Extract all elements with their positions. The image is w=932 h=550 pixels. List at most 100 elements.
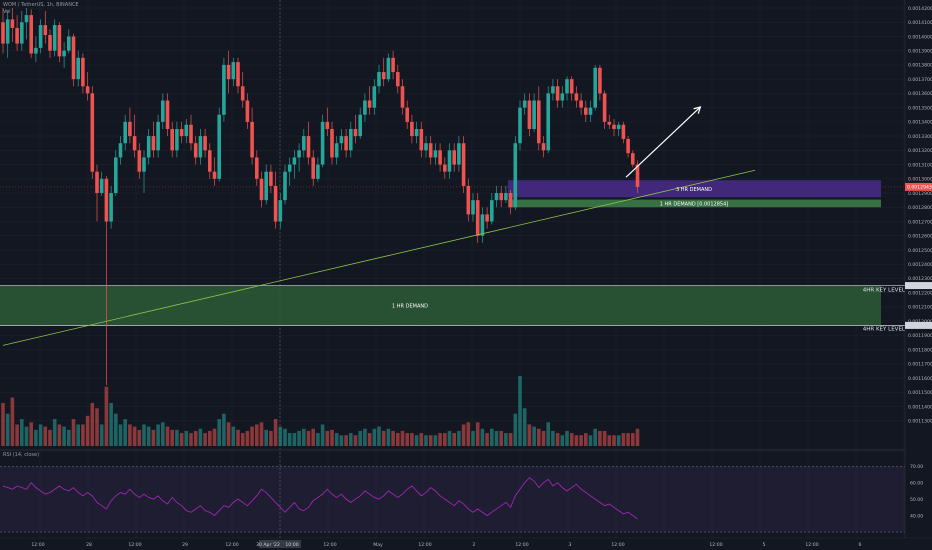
volume-bar (424, 435, 428, 446)
candle-body (579, 100, 583, 108)
candle-body (38, 25, 43, 48)
candle-body (537, 100, 541, 144)
volume-bar (626, 433, 630, 446)
key-level-badge (905, 282, 932, 290)
volume-bar (391, 430, 395, 446)
volume-bar (386, 428, 391, 446)
candle-body (546, 93, 550, 151)
volume-bar (410, 433, 414, 446)
arrow-head (693, 106, 702, 114)
time-tick: 12:00 (323, 542, 336, 548)
candle-body (631, 153, 635, 165)
candle-body (447, 150, 452, 172)
volume-bar (494, 430, 499, 446)
volume-bar (34, 429, 38, 446)
zone-1hr-demand-small (508, 199, 881, 208)
candle-body (52, 25, 57, 51)
candle-body (255, 157, 259, 179)
volume-bar (560, 435, 565, 446)
candle-body (508, 193, 513, 208)
candle-body (513, 143, 518, 208)
candle-body (128, 121, 132, 137)
candle-body (480, 214, 485, 236)
rsi-pane: RSI (14, close) (0, 449, 932, 533)
crosshair-date-badge (259, 540, 301, 548)
volume-bar (349, 433, 353, 446)
volume-bar (358, 430, 362, 446)
candle-body (189, 124, 193, 144)
arrow-shaft (625, 106, 701, 178)
volume-bar (466, 422, 471, 446)
candle-body (522, 100, 527, 108)
volume-bar (283, 428, 287, 446)
volume-bar (259, 422, 264, 446)
time-tick: May (373, 542, 383, 548)
candle-body (250, 121, 254, 158)
time-tick: 12:00 (31, 542, 44, 548)
price-tick: 0.0014100 (908, 20, 932, 26)
candle-body (137, 150, 142, 172)
candle-body (410, 121, 414, 137)
volume-bar (344, 435, 348, 446)
volume-bar (264, 429, 268, 446)
volume-bar (109, 402, 113, 446)
volume-bar (452, 433, 456, 446)
volume-bar (428, 435, 433, 446)
candle-body (367, 100, 372, 108)
price-tick: 0.0014000 (908, 34, 932, 40)
candle-body (20, 22, 24, 44)
candle-body (109, 193, 113, 222)
volume-bar (48, 429, 52, 446)
candle-body (466, 185, 471, 215)
candle-body (118, 143, 123, 158)
candle-body (433, 150, 438, 158)
volume-bar (273, 419, 278, 446)
price-tick: 0.0013900 (908, 49, 932, 55)
volume-bar (485, 433, 489, 446)
price-tick: 0.0011700 (908, 362, 932, 368)
volume-bar (396, 433, 400, 446)
time-tick: 28 (86, 542, 92, 548)
candle-body (240, 86, 245, 101)
candle-body (161, 100, 165, 122)
volume-bar (504, 433, 508, 446)
volume-bar (522, 408, 527, 446)
volume-bar (367, 433, 372, 446)
volume-bar (537, 428, 541, 446)
candle-body (273, 185, 278, 222)
volume-bar (565, 430, 569, 446)
candle-body (5, 19, 10, 44)
price-tick: 0.0013600 (908, 91, 932, 97)
volume-bar (471, 430, 475, 446)
candle-body (381, 72, 386, 80)
candle-body (123, 121, 127, 144)
candle-body (99, 178, 104, 194)
candle-body (297, 150, 301, 158)
volume-bar (198, 428, 203, 446)
candle-body (504, 193, 508, 201)
volume-bar (353, 435, 358, 446)
volume-bar (151, 429, 156, 446)
candle-body (15, 27, 19, 44)
volume-bar (165, 426, 170, 446)
candle-body (400, 86, 405, 108)
volume-bar (405, 433, 409, 446)
current-price-value: 0.0012943 (907, 185, 932, 191)
volume-bar (255, 424, 259, 446)
volume-bar (67, 429, 71, 446)
candle-body (264, 171, 268, 201)
time-tick: 29 (182, 542, 188, 548)
volume-bar (118, 424, 123, 446)
candle-body (405, 107, 409, 122)
volume-bar (203, 433, 207, 446)
volume-bar (217, 419, 221, 446)
volume-bar (29, 422, 33, 446)
candlesticks (1, 8, 640, 386)
candle-body (198, 136, 203, 158)
candle-body (560, 93, 565, 101)
volume-bar (438, 433, 442, 446)
candle-body (184, 124, 189, 137)
candle-body (259, 178, 264, 201)
candle-body (175, 128, 179, 151)
